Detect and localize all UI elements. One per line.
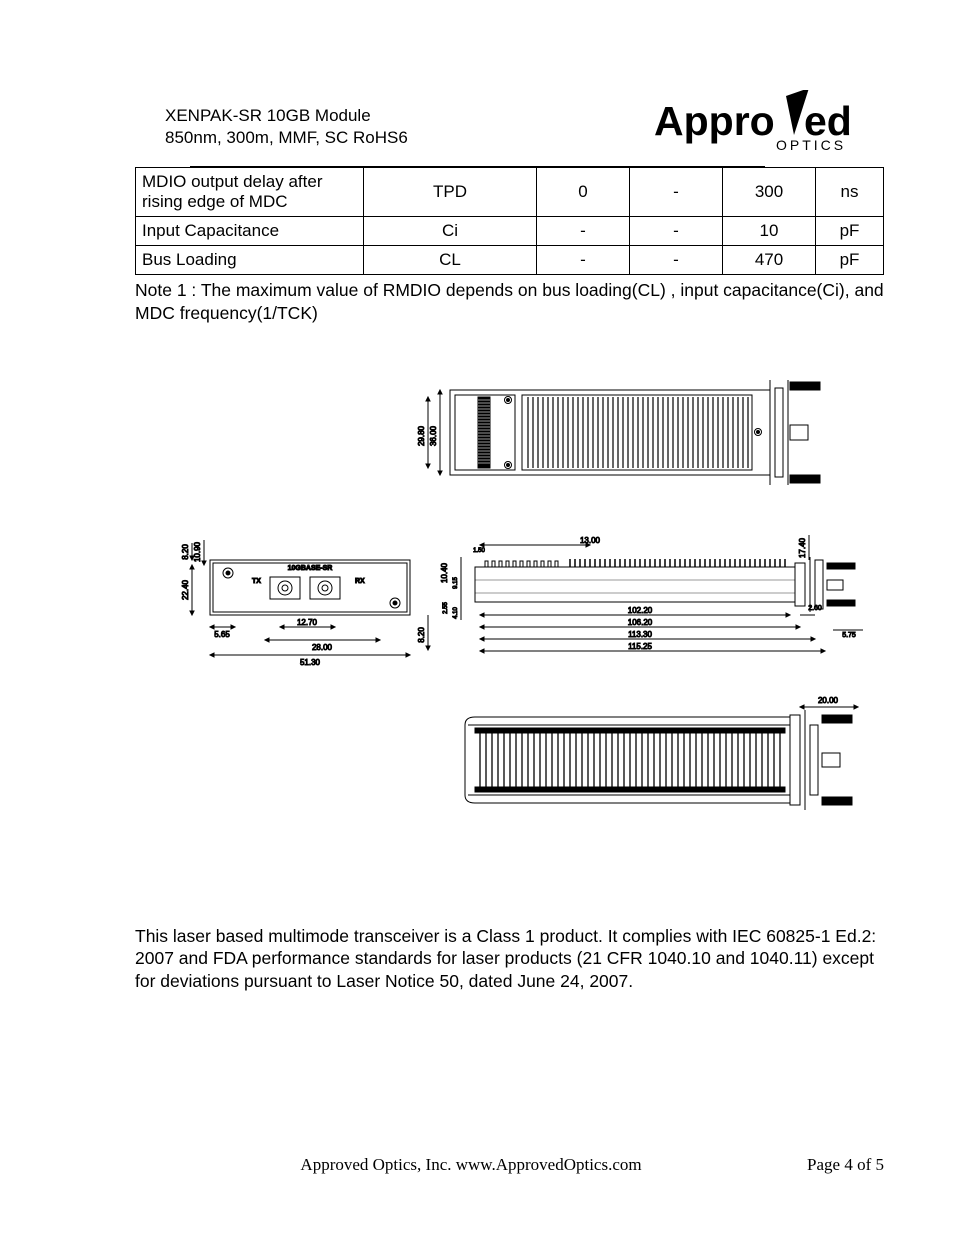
- mechanical-drawings: 36.00 29.80 10GBASE-SR TX RX: [135, 370, 884, 870]
- cell-param: Input Capacitance: [136, 217, 364, 246]
- svg-text:29.80: 29.80: [417, 425, 426, 446]
- page-header: XENPAK-SR 10GB Module 850nm, 300m, MMF, …: [135, 90, 884, 160]
- svg-text:9.15: 9.15: [453, 576, 459, 588]
- svg-text:22.40: 22.40: [181, 579, 190, 600]
- svg-text:8.20: 8.20: [181, 543, 190, 559]
- svg-text:OPTICS: OPTICS: [776, 137, 846, 153]
- table-row: MDIO output delay after rising edge of M…: [136, 168, 884, 217]
- compliance-text: This laser based multimode transceiver i…: [135, 925, 884, 993]
- cell-typ: -: [630, 246, 723, 275]
- svg-text:106.20: 106.20: [627, 618, 652, 627]
- cell-max: 470: [723, 246, 816, 275]
- svg-text:13.00: 13.00: [579, 536, 600, 545]
- footer-center: Approved Optics, Inc. www.ApprovedOptics…: [135, 1155, 807, 1175]
- svg-text:10GBASE-SR: 10GBASE-SR: [287, 565, 332, 572]
- svg-text:20.00: 20.00: [817, 696, 838, 705]
- svg-text:2.60: 2.60: [808, 605, 822, 612]
- cell-unit: pF: [816, 217, 884, 246]
- svg-text:5.75: 5.75: [842, 632, 856, 639]
- cell-min: -: [537, 246, 630, 275]
- svg-text:113.30: 113.30: [628, 630, 652, 639]
- cell-max: 300: [723, 168, 816, 217]
- svg-text:17.40: 17.40: [798, 537, 807, 558]
- cell-sym: TPD: [364, 168, 537, 217]
- cell-typ: -: [630, 217, 723, 246]
- cell-min: -: [537, 217, 630, 246]
- svg-text:4.10: 4.10: [453, 606, 459, 618]
- footer-page: Page 4 of 5: [807, 1155, 884, 1175]
- cell-sym: Ci: [364, 217, 537, 246]
- cell-min: 0: [537, 168, 630, 217]
- svg-text:102.20: 102.20: [627, 606, 652, 615]
- header-text: XENPAK-SR 10GB Module 850nm, 300m, MMF, …: [135, 90, 408, 149]
- svg-text:51.30: 51.30: [299, 658, 320, 667]
- svg-text:10.40: 10.40: [440, 562, 449, 583]
- approved-optics-logo: Appro ed OPTICS: [644, 90, 874, 160]
- table-row: Input Capacitance Ci - - 10 pF: [136, 217, 884, 246]
- svg-text:2.55: 2.55: [443, 601, 449, 613]
- svg-text:36.00: 36.00: [429, 425, 438, 446]
- svg-text:1.50: 1.50: [473, 548, 485, 554]
- header-line1: XENPAK-SR 10GB Module: [165, 105, 408, 127]
- svg-text:TX: TX: [252, 578, 261, 585]
- svg-text:115.25: 115.25: [628, 642, 652, 651]
- cell-param: MDIO output delay after rising edge of M…: [136, 168, 364, 217]
- svg-text:10.90: 10.90: [193, 541, 202, 562]
- svg-text:28.00: 28.00: [311, 643, 332, 652]
- cell-max: 10: [723, 217, 816, 246]
- cell-sym: CL: [364, 246, 537, 275]
- table-row: Bus Loading CL - - 470 pF: [136, 246, 884, 275]
- header-line2: 850nm, 300m, MMF, SC RoHS6: [165, 127, 408, 149]
- cell-typ: -: [630, 168, 723, 217]
- cell-unit: pF: [816, 246, 884, 275]
- table-note: Note 1 : The maximum value of RMDIO depe…: [135, 279, 884, 325]
- page-footer: Approved Optics, Inc. www.ApprovedOptics…: [135, 1155, 884, 1175]
- svg-text:RX: RX: [355, 578, 365, 585]
- cell-unit: ns: [816, 168, 884, 217]
- svg-text:Appro: Appro: [654, 98, 775, 144]
- svg-text:8.20: 8.20: [417, 626, 426, 642]
- svg-text:12.70: 12.70: [296, 618, 317, 627]
- cell-param: Bus Loading: [136, 246, 364, 275]
- svg-text:5.65: 5.65: [214, 630, 230, 639]
- spec-table: MDIO output delay after rising edge of M…: [135, 167, 884, 275]
